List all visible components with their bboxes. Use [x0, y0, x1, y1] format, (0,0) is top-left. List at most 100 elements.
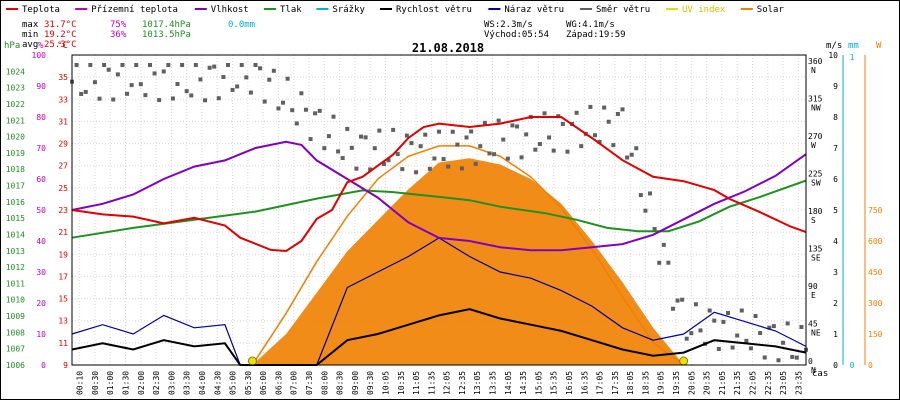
pressure-axis-tick: 1013 — [6, 247, 25, 256]
stats-max-label: max — [22, 20, 39, 30]
wind-dir-point — [143, 93, 148, 98]
wind-dir-point — [482, 120, 487, 125]
wind-dir-point — [505, 156, 510, 161]
x-tick-label: 04:00 — [198, 371, 207, 395]
legend-entry: Srážky — [332, 5, 365, 15]
wind-dir-point — [634, 146, 639, 151]
wind-dir-tick: 90 — [808, 282, 818, 291]
wind-dir-point — [629, 152, 634, 157]
wind-dir-tick: S — [811, 216, 816, 225]
wind-dir-point — [88, 63, 93, 67]
x-tick-label: 12:35 — [458, 371, 467, 395]
wind-ms-tick: 7 — [833, 144, 838, 153]
x-tick-label: 14:35 — [519, 371, 528, 395]
wind-speed-line — [71, 308, 807, 366]
wind-dir-point — [721, 319, 726, 324]
wind-dir-point — [198, 77, 203, 82]
wind-dir-point — [437, 129, 441, 134]
wind-dir-point — [152, 71, 157, 76]
unit-mm: mm — [848, 41, 859, 51]
wind-dir-point — [739, 308, 744, 313]
wind-dir-point — [799, 324, 804, 329]
solar-axis-tick: 600 — [868, 237, 883, 246]
wind-dir-point — [184, 89, 189, 94]
wind-dir-tick: N — [811, 366, 816, 375]
solar-axis-tick: 450 — [868, 268, 883, 277]
x-tick-label: 00:10 — [76, 371, 85, 395]
wind-dir-tick: 45 — [808, 320, 818, 329]
wind-dir-point — [203, 98, 208, 103]
wind-dir-point — [533, 147, 538, 152]
humidity-axis-tick: 100 — [32, 51, 47, 60]
wind-dir-point — [423, 132, 428, 137]
wind-dir-point — [368, 167, 373, 172]
legend-entry: Teplota — [22, 5, 60, 15]
wind-dir-point — [262, 99, 267, 104]
pressure-axis-tick: 1020 — [6, 133, 25, 142]
wind-dir-point — [281, 100, 286, 105]
rain-axis-tick: 0 — [850, 361, 855, 370]
x-tick-label: 13:35 — [489, 371, 498, 395]
wind-info: WS:2.3m/s WG:4.1m/s Východ:05:54 Západ:1… — [484, 20, 626, 40]
wind-dir-tick: SW — [811, 179, 821, 188]
legend-entry: Solar — [757, 5, 785, 15]
sunrise-time: Východ:05:54 — [484, 30, 549, 40]
temperature-axis-tick: 17 — [58, 272, 68, 281]
stats-min-press: 1013.5hPa — [142, 30, 191, 40]
unit-celsius: °C — [57, 41, 68, 51]
wind-dir-point — [666, 260, 671, 265]
x-tick-label: 13:05 — [473, 371, 482, 395]
humidity-axis-tick: 80 — [36, 113, 46, 122]
temperature-axis-tick: 15 — [58, 295, 68, 304]
wind-dir-point — [510, 123, 515, 128]
wind-dir-point — [625, 155, 630, 160]
wind-dir-tick: 0 — [808, 357, 813, 366]
humidity-axis-tick: 70 — [36, 144, 46, 153]
x-tick-label: 20:05 — [687, 371, 696, 395]
x-tick-label: 22:05 — [748, 371, 757, 395]
chart-title: 21.08.2018 — [412, 41, 484, 55]
wind-dir-point — [684, 336, 689, 341]
wind-dir-point — [606, 119, 611, 124]
temperature-axis-tick: 21 — [58, 228, 68, 237]
wind-dir-point — [97, 96, 102, 101]
wind-dir-point — [207, 65, 212, 70]
pressure-axis-tick: 1008 — [6, 328, 25, 337]
wind-dir-point — [276, 106, 281, 111]
wind-dir-point — [693, 302, 698, 307]
wind-dir-point — [111, 97, 116, 102]
x-tick-label: 18:05 — [626, 371, 635, 395]
axes: 1006100710081009101010111012101310141015… — [6, 51, 883, 395]
wind-dir-point — [285, 76, 290, 81]
temperature-axis-tick: 11 — [58, 339, 68, 348]
x-tick-label: 10:35 — [397, 371, 406, 395]
temperature-axis-tick: 9 — [63, 361, 68, 370]
wind-dir-point — [707, 308, 712, 313]
wind-ms-tick: 3 — [833, 268, 838, 277]
wind-dir-point — [611, 143, 616, 148]
x-tick-label: 17:05 — [596, 371, 605, 395]
plot-border — [71, 54, 807, 366]
wind-gust-line — [71, 237, 807, 366]
wind-dir-point — [303, 107, 308, 112]
wind-dir-point — [258, 66, 263, 71]
wind-dir-tick: W — [811, 141, 816, 150]
pressure-axis-tick: 1022 — [6, 100, 25, 109]
x-tick-label: 16:35 — [580, 371, 589, 395]
stats-min-hum: 36% — [110, 30, 127, 40]
wind-dir-point — [299, 91, 304, 96]
x-tick-label: 23:05 — [779, 371, 788, 395]
x-tick-label: 10:05 — [381, 371, 390, 395]
x-tick-label: 12:05 — [443, 371, 452, 395]
x-tick-label: 07:00 — [290, 371, 299, 395]
temperature-axis-tick: 27 — [58, 162, 68, 171]
x-tick-label: 14:05 — [504, 371, 513, 395]
wind-dir-point — [317, 108, 322, 113]
wind-dir-point — [496, 118, 501, 123]
x-tick-label: 20:35 — [703, 371, 712, 395]
wind-dir-point — [450, 129, 455, 134]
wind-dir-point — [248, 90, 253, 95]
wind-ms-tick: 1 — [833, 330, 838, 339]
wind-gust-max: WG:4.1m/s — [566, 20, 615, 30]
